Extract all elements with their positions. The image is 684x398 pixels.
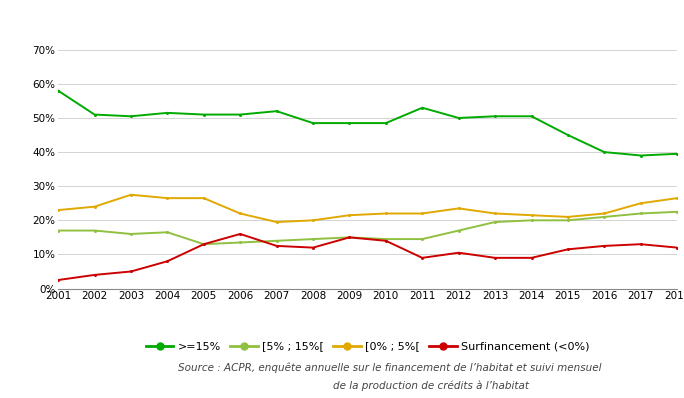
Text: de la production de crédits à l’habitat: de la production de crédits à l’habitat [333, 381, 529, 391]
Legend: >=15%, [5% ; 15%[, [0% ; 5%[, Surfinancement (<0%): >=15%, [5% ; 15%[, [0% ; 5%[, Surfinance… [141, 337, 594, 356]
Text: Graphique 36: Graphique 36 [12, 11, 98, 24]
Text: Source : ACPR, enquête annuelle sur le financement de l’habitat et suivi mensuel: Source : ACPR, enquête annuelle sur le f… [178, 363, 602, 373]
Text: Structure de la production par taux d’apport: Structure de la production par taux d’ap… [99, 10, 469, 25]
